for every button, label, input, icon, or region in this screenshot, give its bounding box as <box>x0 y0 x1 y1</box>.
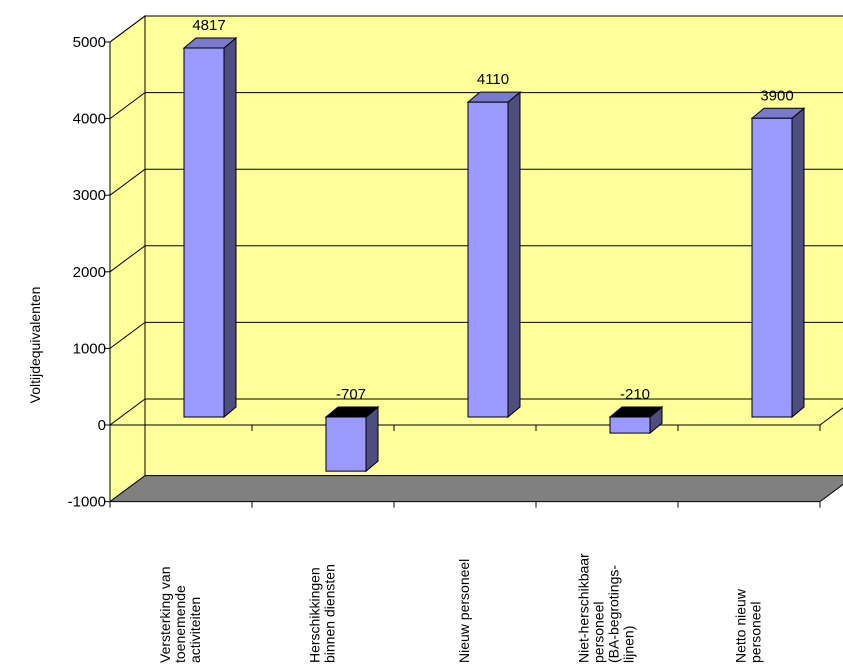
y-tick-label: 5000 <box>73 34 106 51</box>
gridline-side <box>109 92 146 120</box>
gridline-side <box>109 245 146 273</box>
x-tick-label: (BA-begrotings- <box>606 565 622 663</box>
bar <box>183 47 225 418</box>
y-tick-label: 1000 <box>73 340 106 357</box>
x-axis-depth <box>819 407 843 426</box>
y-axis-title: Voltijdequivalenten <box>27 287 43 404</box>
data-label: 4110 <box>477 71 509 88</box>
x-tick-label: Niet-herschikbaar <box>576 553 592 663</box>
x-tick-label: lijnen) <box>621 626 637 663</box>
y-tick-label: 2000 <box>73 264 106 281</box>
gridline-side <box>109 321 146 349</box>
x-tick-label: activiteiten <box>187 597 203 663</box>
bar-side <box>791 107 805 419</box>
x-tick-label: Netto nieuw <box>733 588 749 663</box>
data-label: -707 <box>336 386 366 403</box>
data-label: 4817 <box>192 17 225 34</box>
y-tick-label: -1000 <box>68 494 106 511</box>
x-tick-label: binnen diensten <box>322 564 338 663</box>
y-tick-label: 3000 <box>73 187 106 204</box>
x-tick-label: personeel <box>748 602 764 664</box>
data-label: -210 <box>620 386 650 403</box>
chart-floor <box>108 475 843 503</box>
y-tick-label: 4000 <box>73 111 106 128</box>
data-label: 3900 <box>760 87 793 104</box>
bar-side <box>507 91 521 419</box>
gridline-side <box>109 168 146 196</box>
gridline-side <box>109 15 146 43</box>
bar <box>609 416 651 434</box>
bar <box>325 416 367 472</box>
bar-side <box>223 36 237 419</box>
x-tick-label: Versterking van <box>157 567 173 664</box>
x-tick-label: Nieuw personeel <box>456 559 472 663</box>
y-tick-label: 0 <box>98 417 106 434</box>
gridline-side <box>109 398 146 426</box>
bar-side <box>365 405 379 473</box>
x-tick-label: toenemende <box>172 585 188 663</box>
x-tick-label: Herschikkingen <box>307 567 323 663</box>
bar <box>751 117 793 418</box>
bar <box>467 101 509 418</box>
x-tick-label: personeel <box>591 602 607 664</box>
